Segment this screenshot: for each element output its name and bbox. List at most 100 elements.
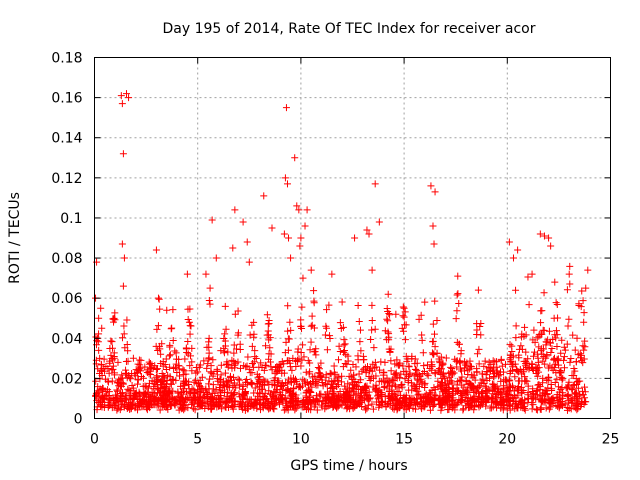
data-point <box>355 370 363 378</box>
data-point <box>311 379 319 387</box>
data-point <box>306 396 314 404</box>
data-point <box>386 348 394 356</box>
data-point <box>224 348 232 356</box>
data-point <box>466 379 474 387</box>
data-point <box>330 362 338 370</box>
data-point <box>212 385 220 393</box>
data-point <box>521 406 529 414</box>
data-point <box>137 356 145 364</box>
data-point <box>395 384 403 392</box>
data-point <box>417 311 425 319</box>
data-point <box>359 396 367 404</box>
data-point <box>356 338 364 346</box>
data-point <box>334 377 342 385</box>
data-point <box>538 330 546 338</box>
data-point <box>208 216 216 224</box>
data-point <box>468 395 476 403</box>
data-point <box>156 305 164 313</box>
data-point <box>145 368 153 376</box>
data-point <box>399 362 407 370</box>
data-point <box>362 383 370 391</box>
data-point <box>328 384 336 392</box>
data-point <box>314 363 322 371</box>
data-point <box>119 282 127 290</box>
data-point <box>198 398 206 406</box>
data-point <box>563 392 571 400</box>
data-point <box>227 376 235 384</box>
data-point <box>508 366 516 374</box>
data-point <box>317 372 325 380</box>
data-point <box>401 308 409 316</box>
data-point <box>109 362 117 370</box>
data-point <box>485 386 493 394</box>
data-point <box>203 343 211 351</box>
data-point <box>342 351 350 359</box>
data-point <box>355 385 363 393</box>
data-point <box>384 317 392 325</box>
data-point <box>134 376 142 384</box>
data-point <box>300 353 308 361</box>
data-point <box>513 404 521 412</box>
data-point <box>237 364 245 372</box>
data-point <box>503 384 511 392</box>
data-point <box>186 362 194 370</box>
y-tick-label: 0.12 <box>51 171 82 187</box>
data-point <box>200 357 208 365</box>
data-point <box>582 284 590 292</box>
data-point <box>230 361 238 369</box>
data-point <box>111 309 119 317</box>
data-point <box>552 299 560 307</box>
data-point <box>528 405 536 413</box>
data-point <box>489 394 497 402</box>
data-point <box>555 361 563 369</box>
data-point <box>205 349 213 357</box>
data-point <box>225 383 233 391</box>
data-point <box>480 362 488 370</box>
data-point <box>405 363 413 371</box>
data-point <box>398 383 406 391</box>
data-point <box>272 363 280 371</box>
data-point <box>520 405 528 412</box>
data-point <box>500 382 508 390</box>
data-point <box>348 385 356 393</box>
data-point <box>380 376 388 384</box>
data-point <box>306 397 314 405</box>
data-point <box>518 396 526 404</box>
data-point <box>454 290 462 298</box>
data-point <box>206 284 214 292</box>
data-point <box>268 403 276 411</box>
data-point <box>287 326 295 334</box>
data-point <box>153 325 161 333</box>
data-point <box>114 358 122 366</box>
data-point <box>394 361 402 369</box>
data-point <box>511 360 519 368</box>
data-point <box>271 374 279 382</box>
data-point <box>429 222 437 230</box>
data-point <box>553 301 561 309</box>
data-point <box>528 399 536 407</box>
data-point <box>282 402 290 410</box>
data-point <box>102 387 110 395</box>
data-point <box>399 303 407 311</box>
data-point <box>567 354 575 362</box>
data-point <box>539 357 547 365</box>
data-point <box>170 364 178 372</box>
data-point <box>506 377 514 385</box>
data-point <box>148 377 156 385</box>
data-point <box>533 406 541 414</box>
data-point <box>164 371 172 379</box>
data-point <box>458 373 466 381</box>
data-point <box>343 360 351 368</box>
data-point <box>365 372 373 380</box>
data-point <box>456 359 464 367</box>
data-point <box>456 397 464 405</box>
data-point <box>521 323 529 331</box>
data-point <box>278 382 286 390</box>
data-point <box>499 396 507 404</box>
data-point <box>582 398 590 406</box>
data-point <box>181 404 189 412</box>
data-point <box>520 366 528 374</box>
data-point <box>181 355 189 363</box>
data-point <box>120 254 128 262</box>
data-point <box>388 377 396 385</box>
